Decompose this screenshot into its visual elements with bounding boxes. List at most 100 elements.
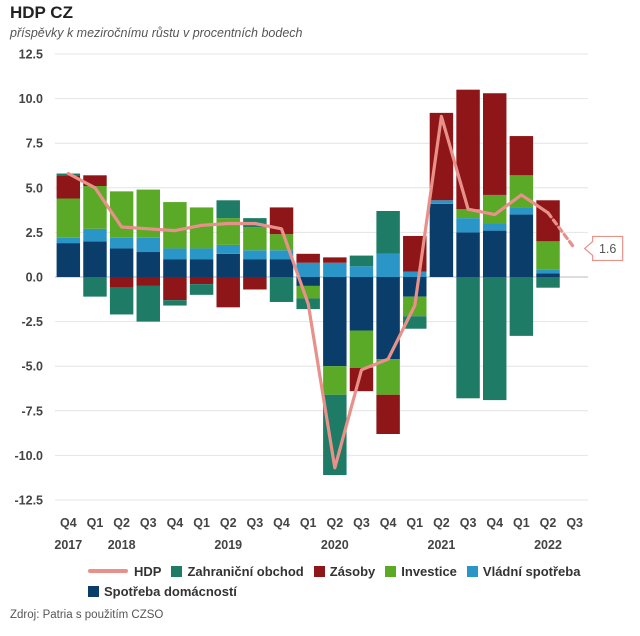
- bar-zasoby: [109, 277, 134, 288]
- bar-vladni: [509, 207, 534, 215]
- bar-zahranicni: [269, 277, 294, 302]
- y-tick-label: -5.0: [21, 360, 43, 374]
- bar-spotreba: [243, 259, 267, 277]
- bar-zasoby: [243, 277, 267, 290]
- legend-label-zasoby: Zásoby: [329, 563, 376, 579]
- bar-zahranicni: [349, 255, 374, 267]
- bar-vladni: [456, 218, 480, 233]
- bar-zasoby: [456, 89, 480, 210]
- legend-item-hdp: HDP: [88, 564, 161, 579]
- bar-zasoby: [216, 277, 240, 308]
- bar-spotreba: [56, 243, 81, 277]
- bar-zasoby: [83, 175, 107, 187]
- bar-zahranicni: [189, 284, 214, 295]
- y-tick-label: 7.5: [26, 137, 43, 151]
- bar-zasoby: [56, 175, 81, 199]
- hdp-line-solid: [66, 114, 550, 470]
- legend-swatch-investice: [385, 565, 397, 577]
- y-tick-label: -7.5: [21, 404, 43, 418]
- bar-vladni: [83, 228, 107, 242]
- bar-vladni: [189, 248, 214, 260]
- legend-swatch-zahranicni: [171, 565, 183, 577]
- bar-spotreba: [323, 277, 347, 367]
- legend-swatch-spotreba: [88, 585, 99, 597]
- bar-vladni: [136, 237, 161, 253]
- gridlines: [55, 53, 588, 501]
- x-tick-quarter: Q1: [513, 516, 530, 530]
- bar-investice: [376, 359, 400, 395]
- bar-vladni: [482, 223, 507, 231]
- x-tick-year: 2018: [108, 538, 136, 552]
- bar-spotreba: [109, 248, 134, 277]
- x-tick-quarter: Q2: [433, 516, 450, 530]
- bar-investice: [83, 186, 107, 229]
- legend-line-hdp: [88, 569, 128, 573]
- bar-vladni: [56, 237, 81, 244]
- legend-label-hdp: HDP: [134, 563, 162, 579]
- bar-zahranicni: [216, 200, 240, 219]
- bar-zasoby: [376, 394, 400, 434]
- bar-zasoby: [323, 257, 347, 263]
- callout-label: 1.6: [599, 242, 616, 256]
- legend: HDP Zahraniční obchod Zásoby Investice V…: [88, 561, 608, 601]
- legend-item-vladni: Vládní spotřeba: [466, 563, 581, 579]
- bar-spotreba: [536, 273, 560, 277]
- bar-zahranicni: [509, 277, 534, 336]
- bar-investice: [456, 209, 480, 219]
- bar-zasoby: [509, 136, 534, 176]
- x-tick-quarter: Q2: [220, 516, 237, 530]
- bar-zahranicni: [376, 210, 400, 254]
- x-tick-year: 2020: [321, 538, 349, 552]
- legend-item-zahranicni: Zahraniční obchod: [171, 563, 304, 579]
- legend-item-zasoby: Zásoby: [313, 563, 376, 579]
- bar-vladni: [269, 250, 294, 260]
- bar-spotreba: [136, 252, 161, 277]
- bar-spotreba: [349, 277, 374, 331]
- x-tick-quarter: Q2: [113, 516, 130, 530]
- chart-subtitle: příspěvky k meziročnímu růstu v procentn…: [10, 26, 303, 40]
- legend-swatch-zasoby: [313, 565, 325, 577]
- callout: 1.6: [583, 235, 624, 262]
- legend-label-investice: Investice: [401, 563, 457, 579]
- legend-label-zahranicni: Zahraniční obchod: [187, 563, 304, 579]
- legend-label-vladni: Vládní spotřeba: [482, 563, 581, 579]
- y-tick-label: 5.0: [26, 181, 43, 195]
- y-tick-label: 0.0: [26, 271, 43, 285]
- x-tick-quarter: Q4: [380, 516, 397, 530]
- bar-investice: [482, 194, 507, 224]
- x-tick-quarter: Q3: [247, 516, 264, 530]
- x-tick-quarter: Q4: [273, 516, 290, 530]
- y-tick-label: -10.0: [15, 449, 44, 463]
- bar-zasoby: [136, 277, 161, 286]
- bar-vladni: [163, 248, 187, 260]
- bar-vladni: [349, 266, 374, 277]
- bar-investice: [243, 227, 267, 251]
- bar-vladni: [296, 262, 320, 277]
- y-tick-label: 2.5: [26, 226, 43, 240]
- y-tick-label: 12.5: [19, 48, 43, 62]
- bar-zahranicni: [163, 300, 187, 306]
- legend-item-investice: Investice: [385, 564, 457, 579]
- bar-investice: [536, 241, 560, 270]
- bar-zasoby: [296, 253, 320, 263]
- bar-investice: [323, 366, 347, 395]
- chart-area: 12.5 10.0 7.5 5.0 2.5 0.0 -2.5 -5.0 -7.5 -10.0 -12…: [15, 48, 624, 552]
- x-tick-quarter: Q1: [406, 516, 423, 530]
- bar-spotreba: [429, 203, 454, 277]
- bar-investice: [136, 189, 161, 238]
- x-tick-year: 2019: [214, 538, 242, 552]
- x-tick-quarter: Q1: [300, 516, 317, 530]
- bar-spotreba: [376, 277, 400, 360]
- bar-investice: [56, 198, 81, 238]
- bar-spotreba: [509, 214, 534, 277]
- x-tick-quarter: Q3: [460, 516, 477, 530]
- legend-label-spotreba: Spotřeba domácností: [104, 583, 237, 599]
- bar-zasoby: [189, 277, 214, 285]
- y-axis-ticks: 12.5 10.0 7.5 5.0 2.5 0.0 -2.5 -5.0 -7.5 -10.0 -12…: [15, 48, 44, 508]
- bar-zahranicni: [323, 394, 347, 476]
- x-tick-year: 2022: [534, 538, 562, 552]
- bar-zahranicni: [109, 287, 134, 315]
- legend-swatch-vladni: [466, 565, 478, 577]
- bar-zahranicni: [136, 285, 161, 322]
- x-tick-year: 2021: [428, 538, 456, 552]
